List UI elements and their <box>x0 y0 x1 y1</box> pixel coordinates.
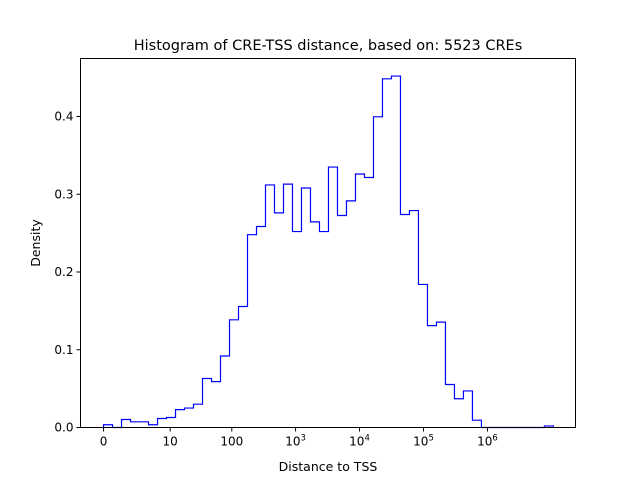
histogram-bin <box>292 232 301 428</box>
histogram-bin <box>409 211 418 428</box>
histogram-bin <box>131 422 140 428</box>
histogram-bin <box>337 215 346 427</box>
histogram-bin <box>265 185 274 428</box>
histogram-bin <box>203 379 212 428</box>
x-tick-label: 10 <box>163 435 178 449</box>
histogram-bin <box>346 201 355 428</box>
x-tick-label: 103 <box>285 434 306 449</box>
histogram-bin <box>248 235 257 428</box>
chart-title: Histogram of CRE-TSS distance, based on:… <box>134 38 523 54</box>
histogram-bin <box>185 408 194 427</box>
x-tick-label: 105 <box>413 434 434 449</box>
histogram-bin <box>140 422 149 428</box>
histogram-bin <box>274 213 283 428</box>
histogram-bin <box>436 322 445 427</box>
histogram-bin <box>310 222 319 428</box>
histogram-step-line <box>102 75 555 429</box>
histogram-bin <box>212 382 221 428</box>
x-tick-label: 100 <box>220 435 243 449</box>
histogram-bin <box>176 410 185 428</box>
histogram-bin <box>373 117 382 428</box>
histogram-bin <box>167 417 176 427</box>
histogram-bin <box>382 79 391 428</box>
histogram-bin <box>427 326 436 428</box>
y-tick-label: 0.0 <box>54 421 73 435</box>
histogram-bin <box>418 284 427 427</box>
y-tick-label: 0.3 <box>54 187 73 201</box>
histogram-bin <box>301 188 310 427</box>
y-axis-label: Density <box>28 219 43 267</box>
histogram-bin <box>158 418 167 427</box>
histogram-bin <box>463 391 472 428</box>
histogram-bin <box>472 420 481 427</box>
x-tick-label: 106 <box>477 434 498 449</box>
histogram-bin <box>283 184 292 427</box>
axes-frame <box>80 58 576 428</box>
histogram-bin <box>391 76 400 427</box>
y-tick-label: 0.1 <box>54 343 73 357</box>
histogram-bin <box>194 404 203 427</box>
histogram-bin <box>355 174 364 427</box>
histogram-bin <box>256 227 265 428</box>
histogram-bin <box>454 399 463 428</box>
histogram-bin <box>445 385 454 428</box>
x-tick-label: 104 <box>349 434 370 449</box>
histogram-bin <box>221 356 230 428</box>
x-axis-label: Distance to TSS <box>279 459 378 474</box>
x-tick-label: 0 <box>100 435 108 449</box>
histogram-bin <box>230 320 239 428</box>
y-tick-label: 0.4 <box>54 110 73 124</box>
histogram-bin <box>122 419 131 427</box>
histogram-bin <box>400 214 409 427</box>
y-tick-label: 0.2 <box>54 265 73 279</box>
histogram-bin <box>239 307 248 428</box>
histogram-bin <box>364 178 373 428</box>
histogram-bin <box>319 232 328 428</box>
histogram-bin <box>328 167 337 427</box>
